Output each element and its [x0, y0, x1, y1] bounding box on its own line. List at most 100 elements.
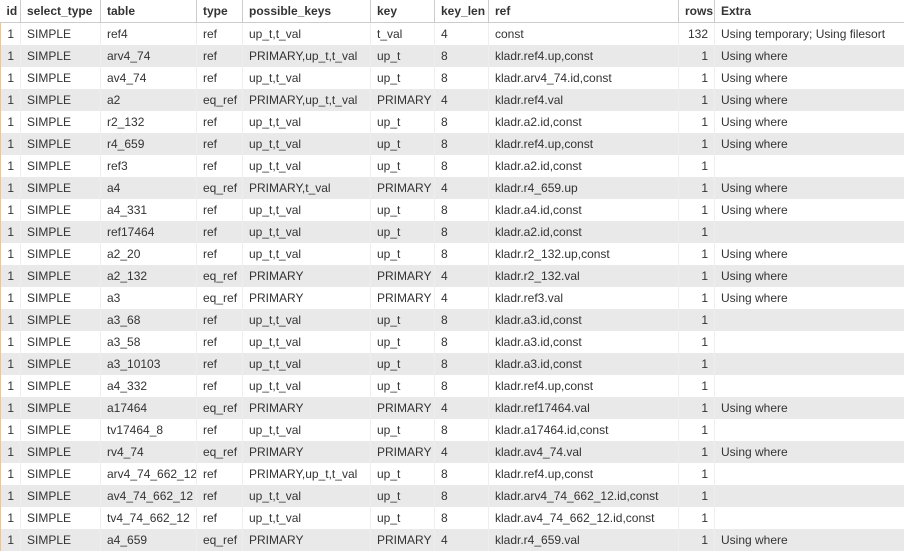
cell-ref: kladr.ref4.up,const: [489, 133, 679, 155]
cell-ref: const: [489, 23, 679, 46]
cell-id: 1: [1, 89, 21, 111]
table-row[interactable]: 1SIMPLEtv4_74_662_12refup_t,t_valup_t8kl…: [1, 507, 904, 529]
col-header-table[interactable]: table: [101, 0, 197, 23]
cell-rows: 1: [679, 221, 715, 243]
cell-id: 1: [1, 111, 21, 133]
cell-id: 1: [1, 331, 21, 353]
cell-extra: Using where: [715, 397, 904, 419]
cell-ref: kladr.ref4.up,const: [489, 375, 679, 397]
cell-type: ref: [197, 133, 243, 155]
table-row[interactable]: 1SIMPLEarv4_74_662_12refPRIMARY,up_t,t_v…: [1, 463, 904, 485]
cell-key: PRIMARY: [371, 177, 435, 199]
cell-key: up_t: [371, 507, 435, 529]
cell-key_len: 8: [435, 375, 489, 397]
cell-select_type: SIMPLE: [21, 111, 101, 133]
table-row[interactable]: 1SIMPLEa2_20refup_t,t_valup_t8kladr.r2_1…: [1, 243, 904, 265]
col-header-extra[interactable]: Extra: [715, 0, 904, 23]
cell-select_type: SIMPLE: [21, 375, 101, 397]
table-row[interactable]: 1SIMPLEref4refup_t,t_valt_val4const132Us…: [1, 23, 904, 46]
cell-key: PRIMARY: [371, 397, 435, 419]
cell-key: PRIMARY: [371, 265, 435, 287]
cell-table: r2_132: [101, 111, 197, 133]
cell-select_type: SIMPLE: [21, 243, 101, 265]
col-header-rows[interactable]: rows: [679, 0, 715, 23]
col-header-possible_keys[interactable]: possible_keys: [243, 0, 371, 23]
cell-select_type: SIMPLE: [21, 23, 101, 46]
table-row[interactable]: 1SIMPLEr2_132refup_t,t_valup_t8kladr.a2.…: [1, 111, 904, 133]
cell-key_len: 8: [435, 111, 489, 133]
cell-possible_keys: up_t,t_val: [243, 133, 371, 155]
cell-select_type: SIMPLE: [21, 507, 101, 529]
cell-rows: 1: [679, 287, 715, 309]
cell-rows: 1: [679, 419, 715, 441]
cell-extra: Using where: [715, 287, 904, 309]
cell-id: 1: [1, 23, 21, 46]
cell-table: a2_132: [101, 265, 197, 287]
cell-id: 1: [1, 133, 21, 155]
table-row[interactable]: 1SIMPLEa4_332refup_t,t_valup_t8kladr.ref…: [1, 375, 904, 397]
cell-table: a17464: [101, 397, 197, 419]
col-header-ref[interactable]: ref: [489, 0, 679, 23]
cell-id: 1: [1, 353, 21, 375]
cell-rows: 1: [679, 331, 715, 353]
table-row[interactable]: 1SIMPLErv4_74eq_refPRIMARYPRIMARY4kladr.…: [1, 441, 904, 463]
table-row[interactable]: 1SIMPLEa3_58refup_t,t_valup_t8kladr.a3.i…: [1, 331, 904, 353]
cell-ref: kladr.a3.id,const: [489, 309, 679, 331]
col-header-select_type[interactable]: select_type: [21, 0, 101, 23]
col-header-key_len[interactable]: key_len: [435, 0, 489, 23]
cell-select_type: SIMPLE: [21, 485, 101, 507]
table-row[interactable]: 1SIMPLEa2_132eq_refPRIMARYPRIMARY4kladr.…: [1, 265, 904, 287]
cell-select_type: SIMPLE: [21, 419, 101, 441]
cell-id: 1: [1, 441, 21, 463]
table-row[interactable]: 1SIMPLEa2eq_refPRIMARY,up_t,t_valPRIMARY…: [1, 89, 904, 111]
cell-key: t_val: [371, 23, 435, 46]
table-row[interactable]: 1SIMPLEav4_74refup_t,t_valup_t8kladr.arv…: [1, 67, 904, 89]
cell-table: a3: [101, 287, 197, 309]
cell-rows: 1: [679, 111, 715, 133]
table-row[interactable]: 1SIMPLEa3_10103refup_t,t_valup_t8kladr.a…: [1, 353, 904, 375]
cell-key: up_t: [371, 221, 435, 243]
cell-extra: Using temporary; Using filesort: [715, 23, 904, 46]
cell-ref: kladr.a2.id,const: [489, 155, 679, 177]
cell-key_len: 8: [435, 67, 489, 89]
cell-rows: 1: [679, 243, 715, 265]
table-row[interactable]: 1SIMPLEa4_659eq_refPRIMARYPRIMARY4kladr.…: [1, 529, 904, 551]
cell-rows: 1: [679, 507, 715, 529]
table-row[interactable]: 1SIMPLEa3eq_refPRIMARYPRIMARY4kladr.ref3…: [1, 287, 904, 309]
cell-key_len: 4: [435, 397, 489, 419]
cell-extra: Using where: [715, 67, 904, 89]
cell-select_type: SIMPLE: [21, 199, 101, 221]
table-row[interactable]: 1SIMPLEa4_331refup_t,t_valup_t8kladr.a4.…: [1, 199, 904, 221]
cell-type: ref: [197, 155, 243, 177]
cell-table: arv4_74_662_12: [101, 463, 197, 485]
cell-id: 1: [1, 375, 21, 397]
cell-table: a3_10103: [101, 353, 197, 375]
cell-rows: 1: [679, 309, 715, 331]
table-row[interactable]: 1SIMPLEav4_74_662_12refup_t,t_valup_t8kl…: [1, 485, 904, 507]
cell-key: up_t: [371, 45, 435, 67]
table-row[interactable]: 1SIMPLEtv17464_8refup_t,t_valup_t8kladr.…: [1, 419, 904, 441]
cell-select_type: SIMPLE: [21, 221, 101, 243]
cell-id: 1: [1, 309, 21, 331]
cell-key_len: 8: [435, 331, 489, 353]
cell-id: 1: [1, 287, 21, 309]
table-row[interactable]: 1SIMPLEr4_659refup_t,t_valup_t8kladr.ref…: [1, 133, 904, 155]
cell-key_len: 8: [435, 507, 489, 529]
table-body: 1SIMPLEref4refup_t,t_valt_val4const132Us…: [1, 23, 904, 552]
col-header-id[interactable]: id: [1, 0, 21, 23]
table-row[interactable]: 1SIMPLEa3_68refup_t,t_valup_t8kladr.a3.i…: [1, 309, 904, 331]
table-row[interactable]: 1SIMPLEref17464refup_t,t_valup_t8kladr.a…: [1, 221, 904, 243]
cell-key_len: 8: [435, 353, 489, 375]
table-row[interactable]: 1SIMPLEref3refup_t,t_valup_t8kladr.a2.id…: [1, 155, 904, 177]
col-header-type[interactable]: type: [197, 0, 243, 23]
cell-key_len: 4: [435, 441, 489, 463]
table-row[interactable]: 1SIMPLEa4eq_refPRIMARY,t_valPRIMARY4klad…: [1, 177, 904, 199]
cell-table: a2: [101, 89, 197, 111]
table-row[interactable]: 1SIMPLEarv4_74refPRIMARY,up_t,t_valup_t8…: [1, 45, 904, 67]
cell-possible_keys: PRIMARY: [243, 441, 371, 463]
cell-type: eq_ref: [197, 441, 243, 463]
cell-rows: 1: [679, 67, 715, 89]
col-header-key[interactable]: key: [371, 0, 435, 23]
cell-rows: 1: [679, 133, 715, 155]
table-row[interactable]: 1SIMPLEa17464eq_refPRIMARYPRIMARY4kladr.…: [1, 397, 904, 419]
